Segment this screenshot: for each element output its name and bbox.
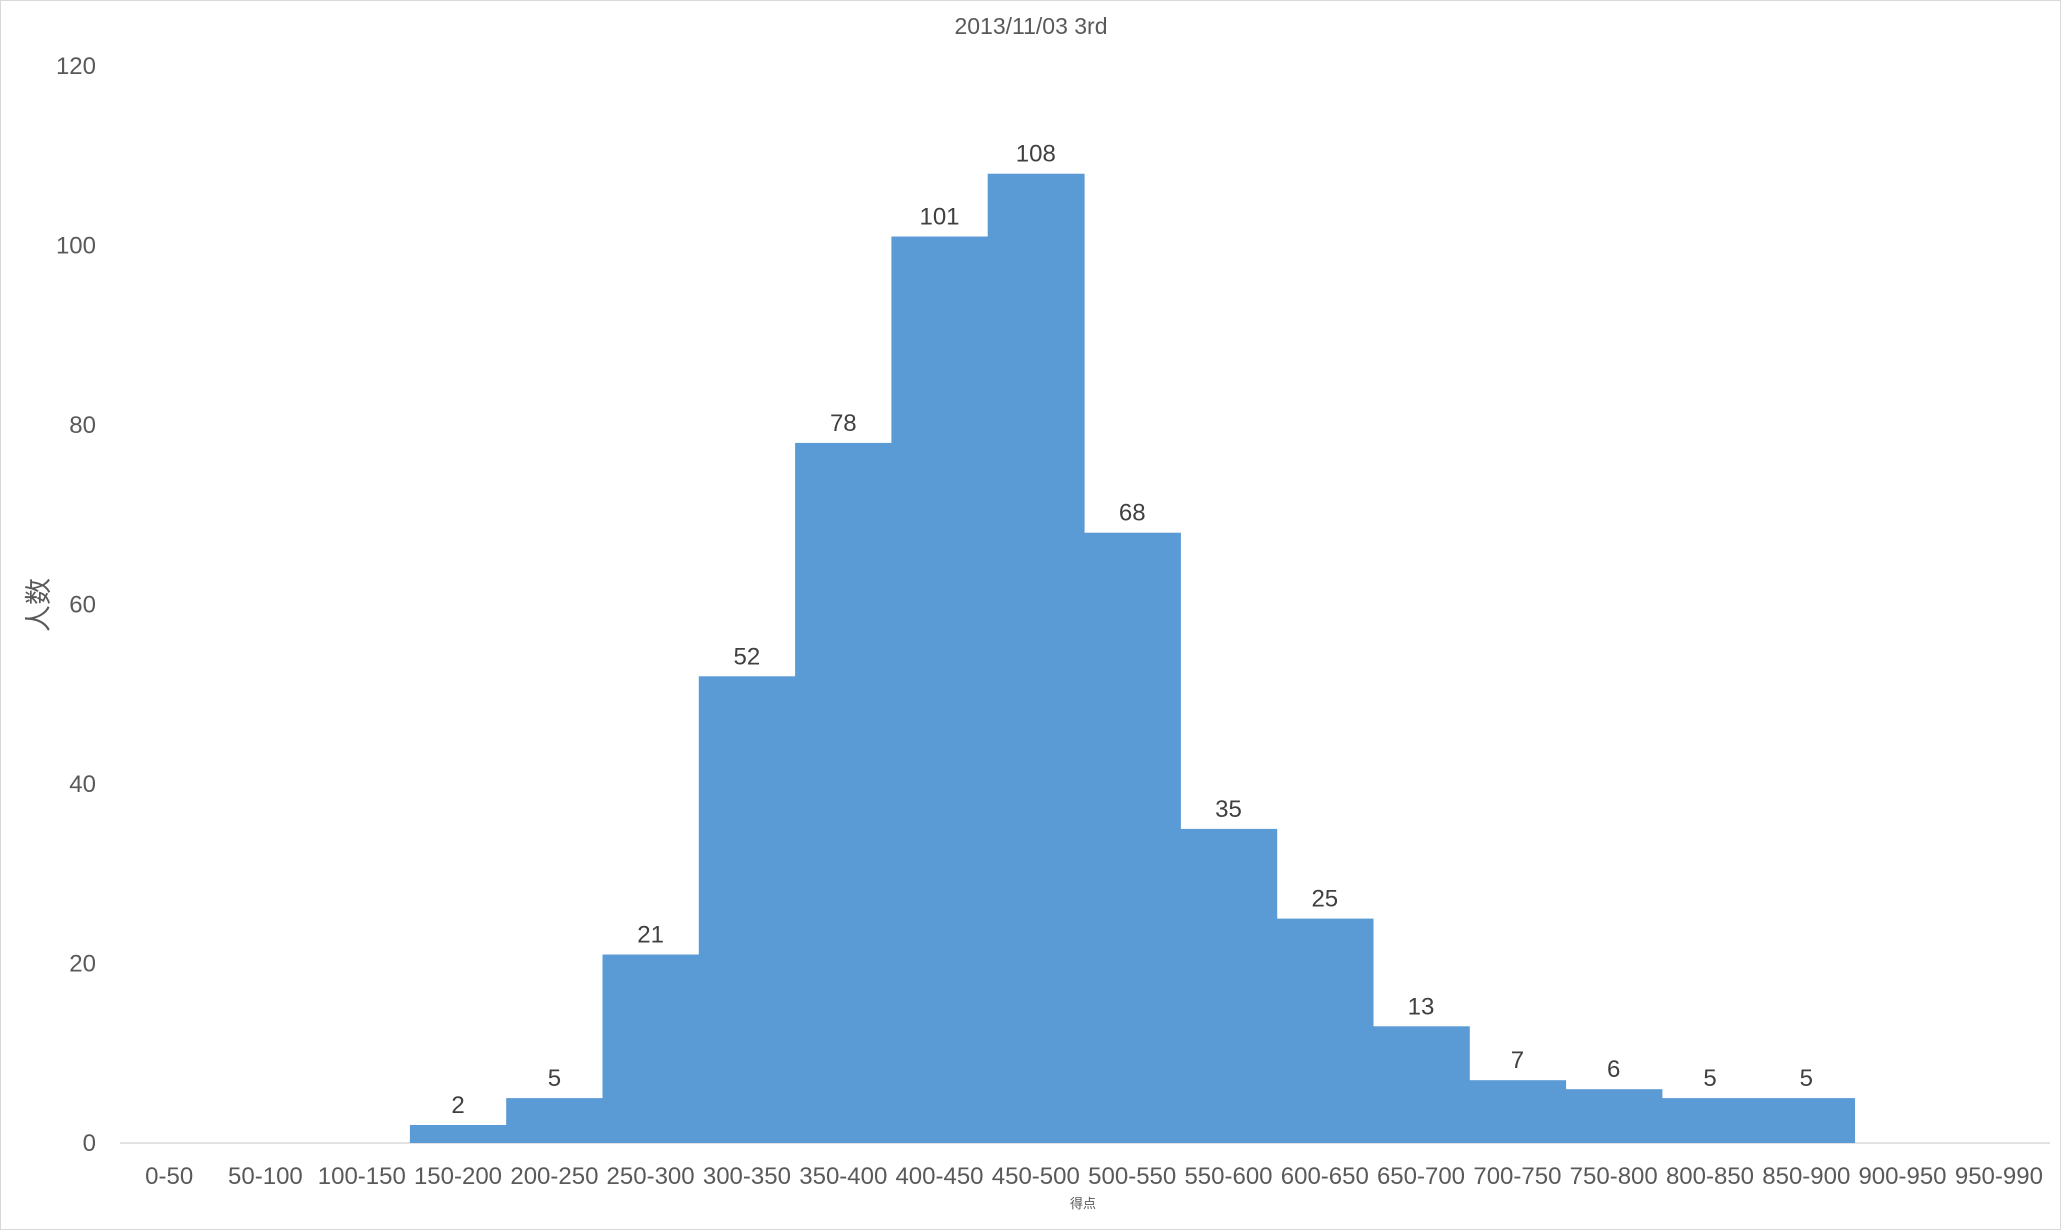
x-tick-label-950-990: 950-990: [1955, 1163, 2043, 1190]
y-tick-label-20: 20: [69, 951, 96, 978]
x-tick-label-0-50: 0-50: [145, 1163, 193, 1190]
x-tick-label-400-450: 400-450: [895, 1163, 983, 1190]
bar-550-600: [1180, 828, 1278, 1143]
data-label-400-450: 101: [919, 204, 959, 231]
data-label-700-750: 7: [1511, 1047, 1524, 1074]
bar-400-450: [891, 236, 989, 1143]
data-label-150-200: 2: [451, 1092, 464, 1119]
bar-group: [409, 173, 1855, 1143]
data-label-500-550: 68: [1119, 500, 1146, 527]
bar-150-200: [409, 1125, 507, 1143]
bar-650-700: [1372, 1026, 1470, 1143]
x-tick-label-550-600: 550-600: [1184, 1163, 1272, 1190]
y-tick-group: 0 20 40 60 80 100 120: [56, 53, 96, 1157]
x-tick-label-350-400: 350-400: [799, 1163, 887, 1190]
x-tick-label-250-300: 250-300: [607, 1163, 695, 1190]
data-label-750-800: 6: [1607, 1056, 1620, 1083]
y-tick-label-80: 80: [69, 412, 96, 439]
y-tick-label-0: 0: [83, 1130, 96, 1157]
x-tick-label-500-550: 500-550: [1088, 1163, 1176, 1190]
bar-750-800: [1565, 1089, 1663, 1143]
bar-350-400: [795, 442, 892, 1143]
bar-300-350: [698, 676, 796, 1143]
y-tick-label-100: 100: [56, 233, 96, 260]
x-tick-group: 0-50 50-100 100-150 150-200 200-250 250-300 30…: [145, 1163, 2043, 1190]
x-tick-label-650-700: 650-700: [1377, 1163, 1465, 1190]
x-tick-label-850-900: 850-900: [1762, 1163, 1850, 1190]
bar-800-850: [1661, 1098, 1759, 1143]
chart-title: 2013/11/03 3rd: [954, 13, 1107, 39]
bar-700-750: [1469, 1080, 1567, 1143]
bar-500-550: [1084, 532, 1181, 1143]
data-label-550-600: 35: [1215, 796, 1242, 823]
bar-250-300: [602, 954, 700, 1143]
data-label-200-250: 5: [548, 1065, 561, 1092]
x-tick-label-200-250: 200-250: [510, 1163, 598, 1190]
bar-200-250: [506, 1098, 604, 1143]
y-tick-label-40: 40: [69, 771, 96, 798]
x-axis-title: 得点: [1070, 1196, 1096, 1212]
bar-450-500: [987, 173, 1085, 1143]
data-label-350-400: 78: [830, 410, 857, 437]
x-tick-label-150-200: 150-200: [414, 1163, 502, 1190]
data-label-800-850: 5: [1703, 1065, 1716, 1092]
y-tick-label-120: 120: [56, 53, 96, 80]
data-label-450-500: 108: [1016, 141, 1056, 168]
x-tick-label-600-650: 600-650: [1281, 1163, 1369, 1190]
x-tick-label-800-850: 800-850: [1666, 1163, 1754, 1190]
x-tick-label-100-150: 100-150: [318, 1163, 406, 1190]
data-label-600-650: 25: [1311, 886, 1338, 913]
x-tick-label-450-500: 450-500: [992, 1163, 1080, 1190]
x-tick-label-700-750: 700-750: [1473, 1163, 1561, 1190]
bar-600-650: [1276, 918, 1374, 1143]
x-tick-label-50-100: 50-100: [228, 1163, 303, 1190]
x-tick-label-900-950: 900-950: [1858, 1163, 1946, 1190]
data-label-300-350: 52: [734, 643, 761, 670]
bar-850-900: [1758, 1098, 1855, 1143]
y-axis-title: 人数: [24, 578, 55, 632]
x-tick-label-300-350: 300-350: [703, 1163, 791, 1190]
data-label-250-300: 21: [637, 922, 664, 949]
x-tick-label-750-800: 750-800: [1570, 1163, 1658, 1190]
data-label-850-900: 5: [1800, 1065, 1813, 1092]
data-label-650-700: 13: [1408, 993, 1435, 1020]
y-tick-label-60: 60: [69, 592, 96, 619]
